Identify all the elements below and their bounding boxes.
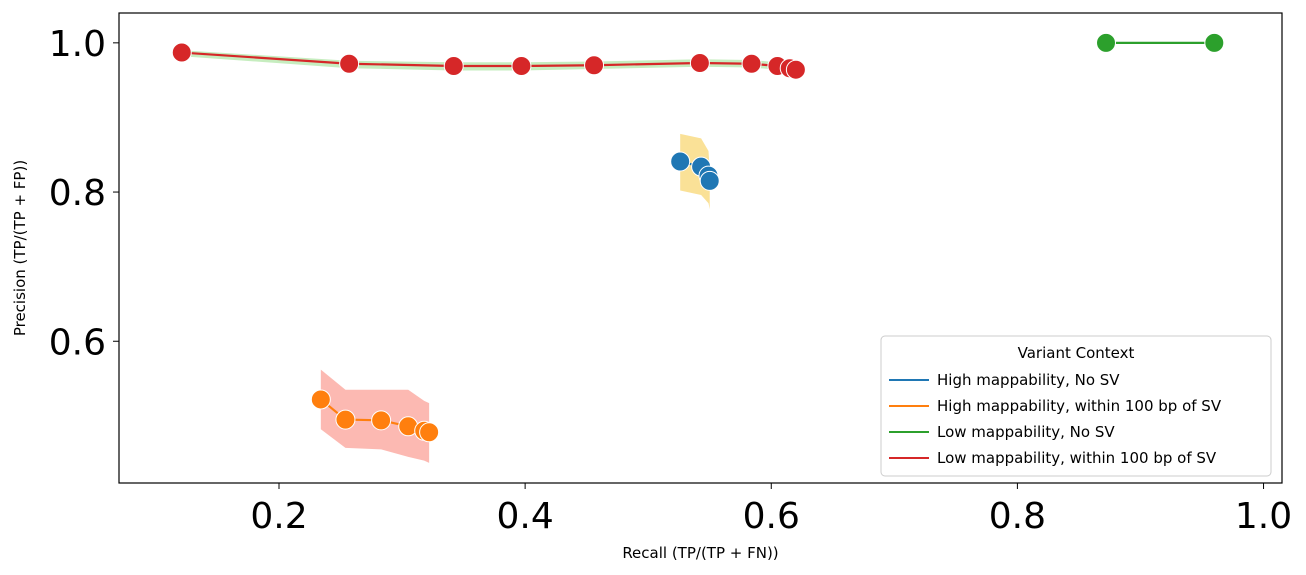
legend-entry: Low mappability, No SV [937, 423, 1115, 441]
legend-title: Variant Context [1018, 344, 1135, 362]
x-axis-label: Recall (TP/(TP + FN)) [622, 544, 778, 562]
data-point [689, 52, 710, 73]
legend-entry: Low mappability, within 100 bp of SV [937, 449, 1217, 467]
data-point [1096, 32, 1117, 53]
data-point [741, 53, 762, 74]
data-point [699, 170, 720, 191]
data-point [443, 55, 464, 76]
x-tick-label: 1.0 [1235, 496, 1292, 537]
legend-entry: High mappability, within 100 bp of SV [937, 397, 1222, 415]
y-axis-ticks: 0.6 0.8 1.0 [49, 24, 119, 363]
legend-entry: High mappability, No SV [937, 371, 1120, 389]
data-point [670, 151, 691, 172]
x-tick-label: 0.8 [989, 496, 1046, 537]
x-axis-ticks: 0.2 0.4 0.6 0.8 1.0 [250, 483, 1292, 537]
x-tick-label: 0.4 [496, 496, 553, 537]
data-point [310, 389, 331, 410]
y-axis-label: Precision (TP/(TP + FP)) [11, 160, 29, 336]
y-tick-label: 0.6 [49, 322, 106, 363]
data-point [1204, 32, 1225, 53]
data-point [511, 55, 532, 76]
data-point [584, 55, 605, 76]
data-point [339, 53, 360, 74]
data-point [335, 409, 356, 430]
series-points [171, 32, 1225, 443]
plot-frame [118, 12, 1283, 484]
data-point [419, 422, 440, 443]
y-tick-label: 0.8 [49, 173, 106, 214]
data-point [785, 59, 806, 80]
legend-box [880, 335, 1272, 477]
legend: Variant Context High mappability, No SV Hi… [880, 335, 1272, 477]
data-point [171, 42, 192, 63]
confidence-band-3 [181, 50, 796, 75]
confidence-bands [181, 50, 796, 463]
y-tick-label: 1.0 [49, 24, 106, 65]
x-tick-label: 0.2 [250, 496, 307, 537]
x-tick-label: 0.6 [743, 496, 800, 537]
data-point [371, 410, 392, 431]
